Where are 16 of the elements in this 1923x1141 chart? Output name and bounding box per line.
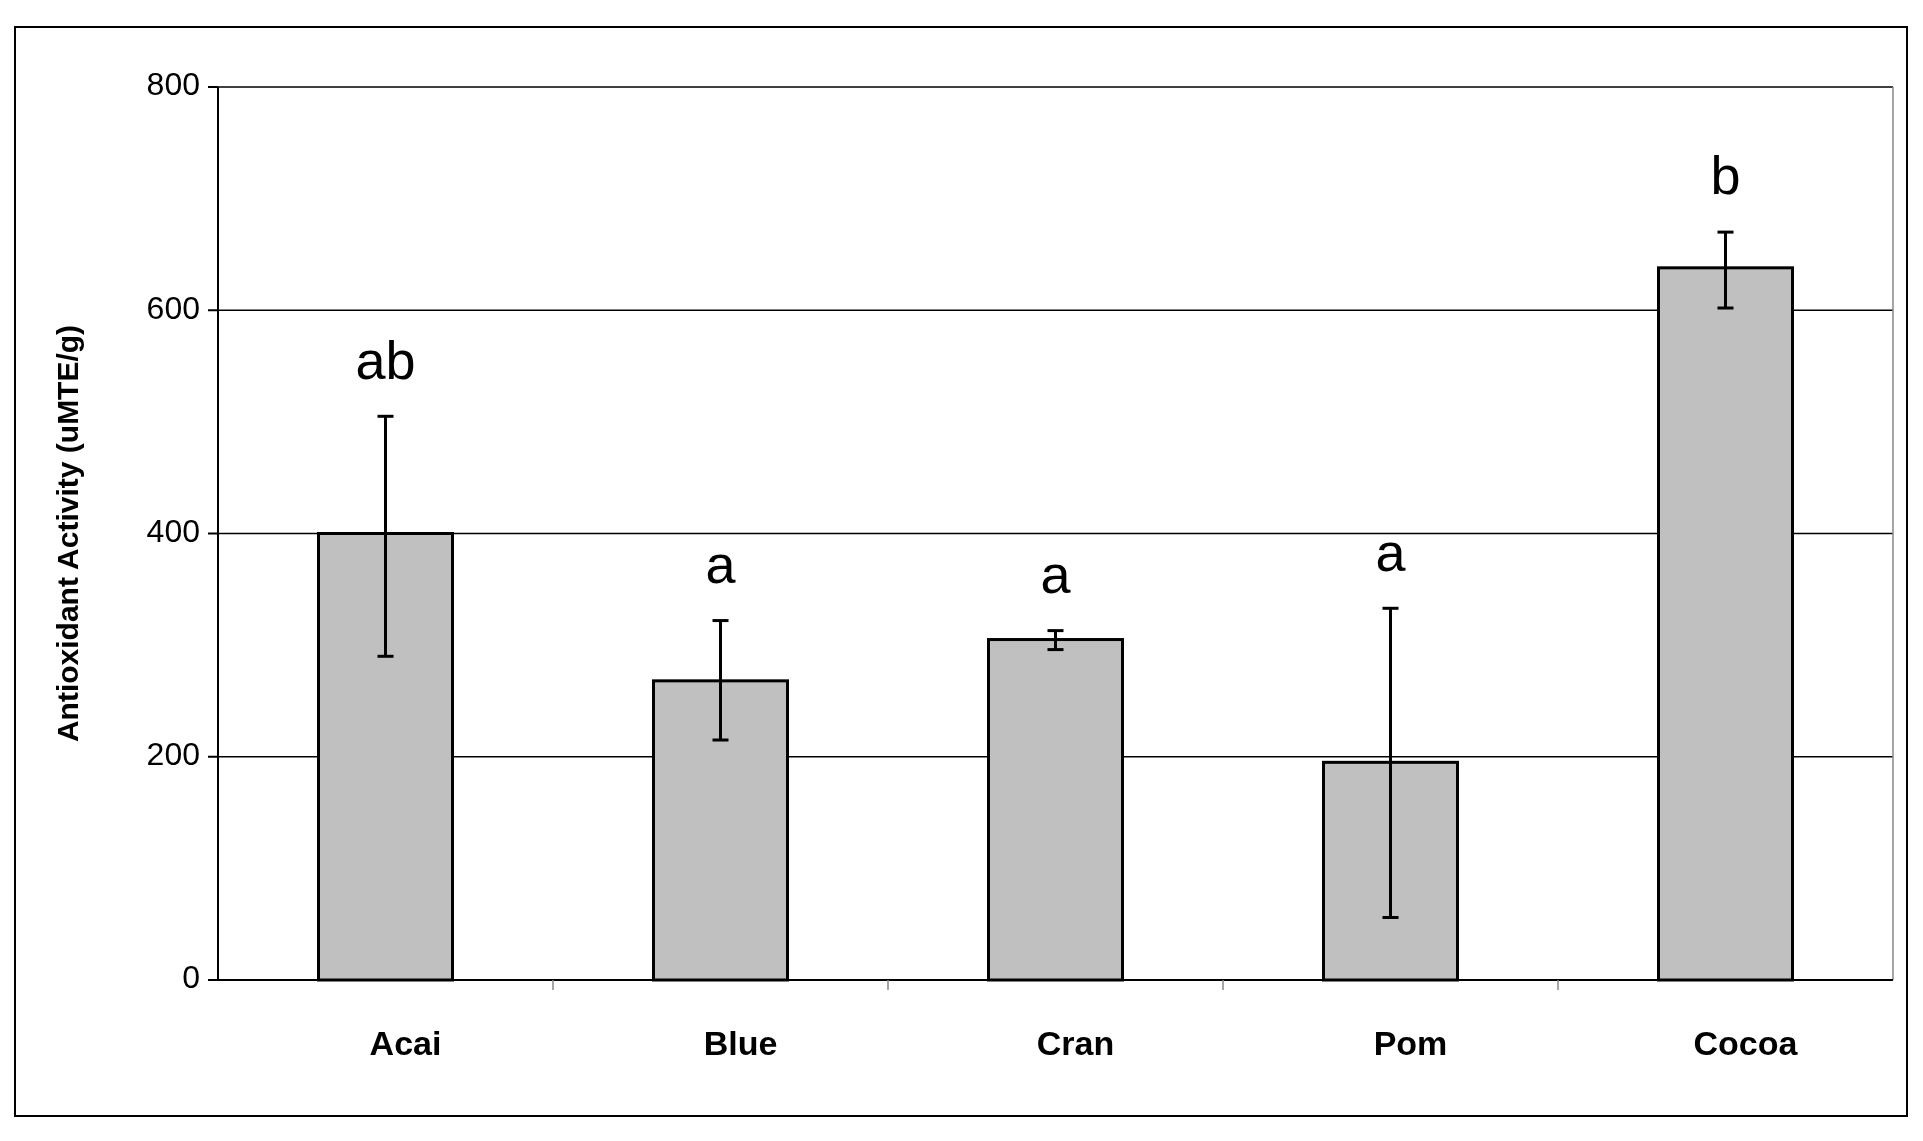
y-tick-label: 800	[146, 66, 200, 103]
x-tick-label: Cocoa	[1693, 1024, 1799, 1062]
annotation: a	[705, 533, 737, 594]
y-tick-label: 200	[146, 736, 200, 773]
x-tick-label: Cran	[1036, 1024, 1115, 1062]
y-axis-title: Antioxidant Activity (uMTE/g)	[51, 324, 84, 743]
x-tick-label: Acai	[369, 1024, 442, 1062]
y-tick-label: 600	[146, 289, 200, 326]
annotation: a	[1040, 543, 1072, 604]
y-tick-label: 0	[182, 959, 200, 996]
annotation: a	[1375, 521, 1407, 582]
x-tick-label: Blue	[703, 1024, 778, 1062]
annotation: ab	[355, 329, 416, 390]
y-tick-label: 400	[146, 512, 200, 549]
annotation: b	[1710, 145, 1741, 206]
x-tick-label: Pom	[1373, 1024, 1448, 1062]
